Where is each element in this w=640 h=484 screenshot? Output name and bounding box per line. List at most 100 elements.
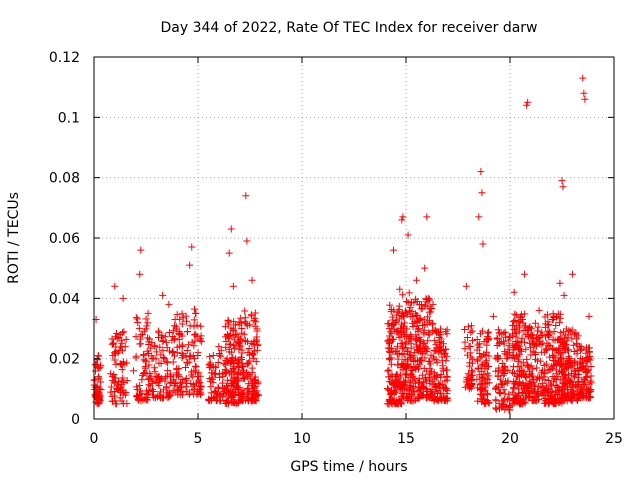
data-point: [138, 330, 146, 338]
data-point: [407, 298, 415, 306]
data-point: [585, 394, 593, 402]
data-point: [522, 345, 530, 353]
data-point: [394, 308, 402, 316]
data-point: [143, 369, 151, 377]
data-point: [426, 380, 434, 388]
data-point: [244, 349, 252, 357]
data-point: [159, 394, 167, 402]
data-point: [183, 346, 191, 354]
data-point: [238, 355, 246, 363]
data-point: [469, 337, 477, 345]
data-point: [159, 291, 167, 299]
data-point: [508, 330, 516, 338]
data-point: [387, 379, 395, 387]
data-point: [386, 356, 394, 364]
data-point: [543, 311, 551, 319]
data-point: [554, 346, 562, 354]
data-point: [560, 291, 568, 299]
x-tick-label: 20: [501, 431, 519, 447]
data-point: [405, 337, 413, 345]
data-point: [229, 326, 237, 334]
data-point: [225, 249, 233, 257]
data-point: [244, 360, 252, 368]
data-point: [156, 343, 164, 351]
data-point: [143, 347, 151, 355]
data-point: [215, 384, 223, 392]
data-point: [215, 343, 223, 351]
data-point: [231, 331, 239, 339]
data-point: [234, 382, 242, 390]
data-point: [385, 332, 393, 340]
data-point: [91, 383, 99, 391]
data-point: [409, 358, 417, 366]
data-point: [386, 390, 394, 398]
data-point: [460, 325, 468, 333]
data-point: [232, 382, 240, 390]
data-point: [413, 341, 421, 349]
data-point: [179, 388, 187, 396]
data-point: [568, 383, 576, 391]
data-point: [422, 345, 430, 353]
data-point: [92, 367, 100, 375]
data-point: [443, 366, 451, 374]
data-point: [217, 390, 225, 398]
data-point: [478, 377, 486, 385]
data-point: [175, 373, 183, 381]
data-point: [241, 307, 249, 315]
data-point: [419, 321, 427, 329]
data-point: [389, 335, 397, 343]
data-point: [535, 306, 543, 314]
data-point: [528, 396, 536, 404]
data-point: [540, 348, 548, 356]
data-point: [223, 330, 231, 338]
data-point: [559, 183, 567, 191]
data-point: [400, 377, 408, 385]
data-point: [399, 324, 407, 332]
data-point: [485, 352, 493, 360]
data-point: [186, 261, 194, 269]
data-point: [427, 389, 435, 397]
data-point: [575, 391, 583, 399]
data-point: [485, 379, 493, 387]
data-point: [403, 297, 411, 305]
data-point: [419, 339, 427, 347]
data-point: [212, 389, 220, 397]
data-point: [538, 379, 546, 387]
data-point: [467, 353, 475, 361]
data-point: [566, 379, 574, 387]
data-point: [401, 384, 409, 392]
data-point: [222, 396, 230, 404]
data-point: [384, 344, 392, 352]
data-point: [211, 387, 219, 395]
data-point: [519, 388, 527, 396]
data-point: [242, 319, 250, 327]
data-point: [570, 348, 578, 356]
data-point: [509, 368, 517, 376]
data-point: [393, 347, 401, 355]
data-point: [420, 316, 428, 324]
data-point: [484, 390, 492, 398]
data-point: [111, 282, 119, 290]
data-point: [527, 370, 535, 378]
y-tick-label: 0: [71, 412, 80, 428]
data-point: [512, 379, 520, 387]
data-point: [385, 355, 393, 363]
data-point: [238, 363, 246, 371]
data-point: [107, 388, 115, 396]
data-point: [573, 340, 581, 348]
data-point: [173, 311, 181, 319]
data-point: [474, 397, 482, 405]
data-point: [393, 342, 401, 350]
data-point: [236, 342, 244, 350]
data-point: [431, 388, 439, 396]
data-point: [412, 295, 420, 303]
data-point: [388, 373, 396, 381]
data-point: [418, 357, 426, 365]
data-point: [433, 344, 441, 352]
data-point: [559, 379, 567, 387]
data-point: [212, 363, 220, 371]
data-point: [559, 355, 567, 363]
data-point: [526, 389, 534, 397]
data-point: [425, 357, 433, 365]
data-point: [161, 355, 169, 363]
